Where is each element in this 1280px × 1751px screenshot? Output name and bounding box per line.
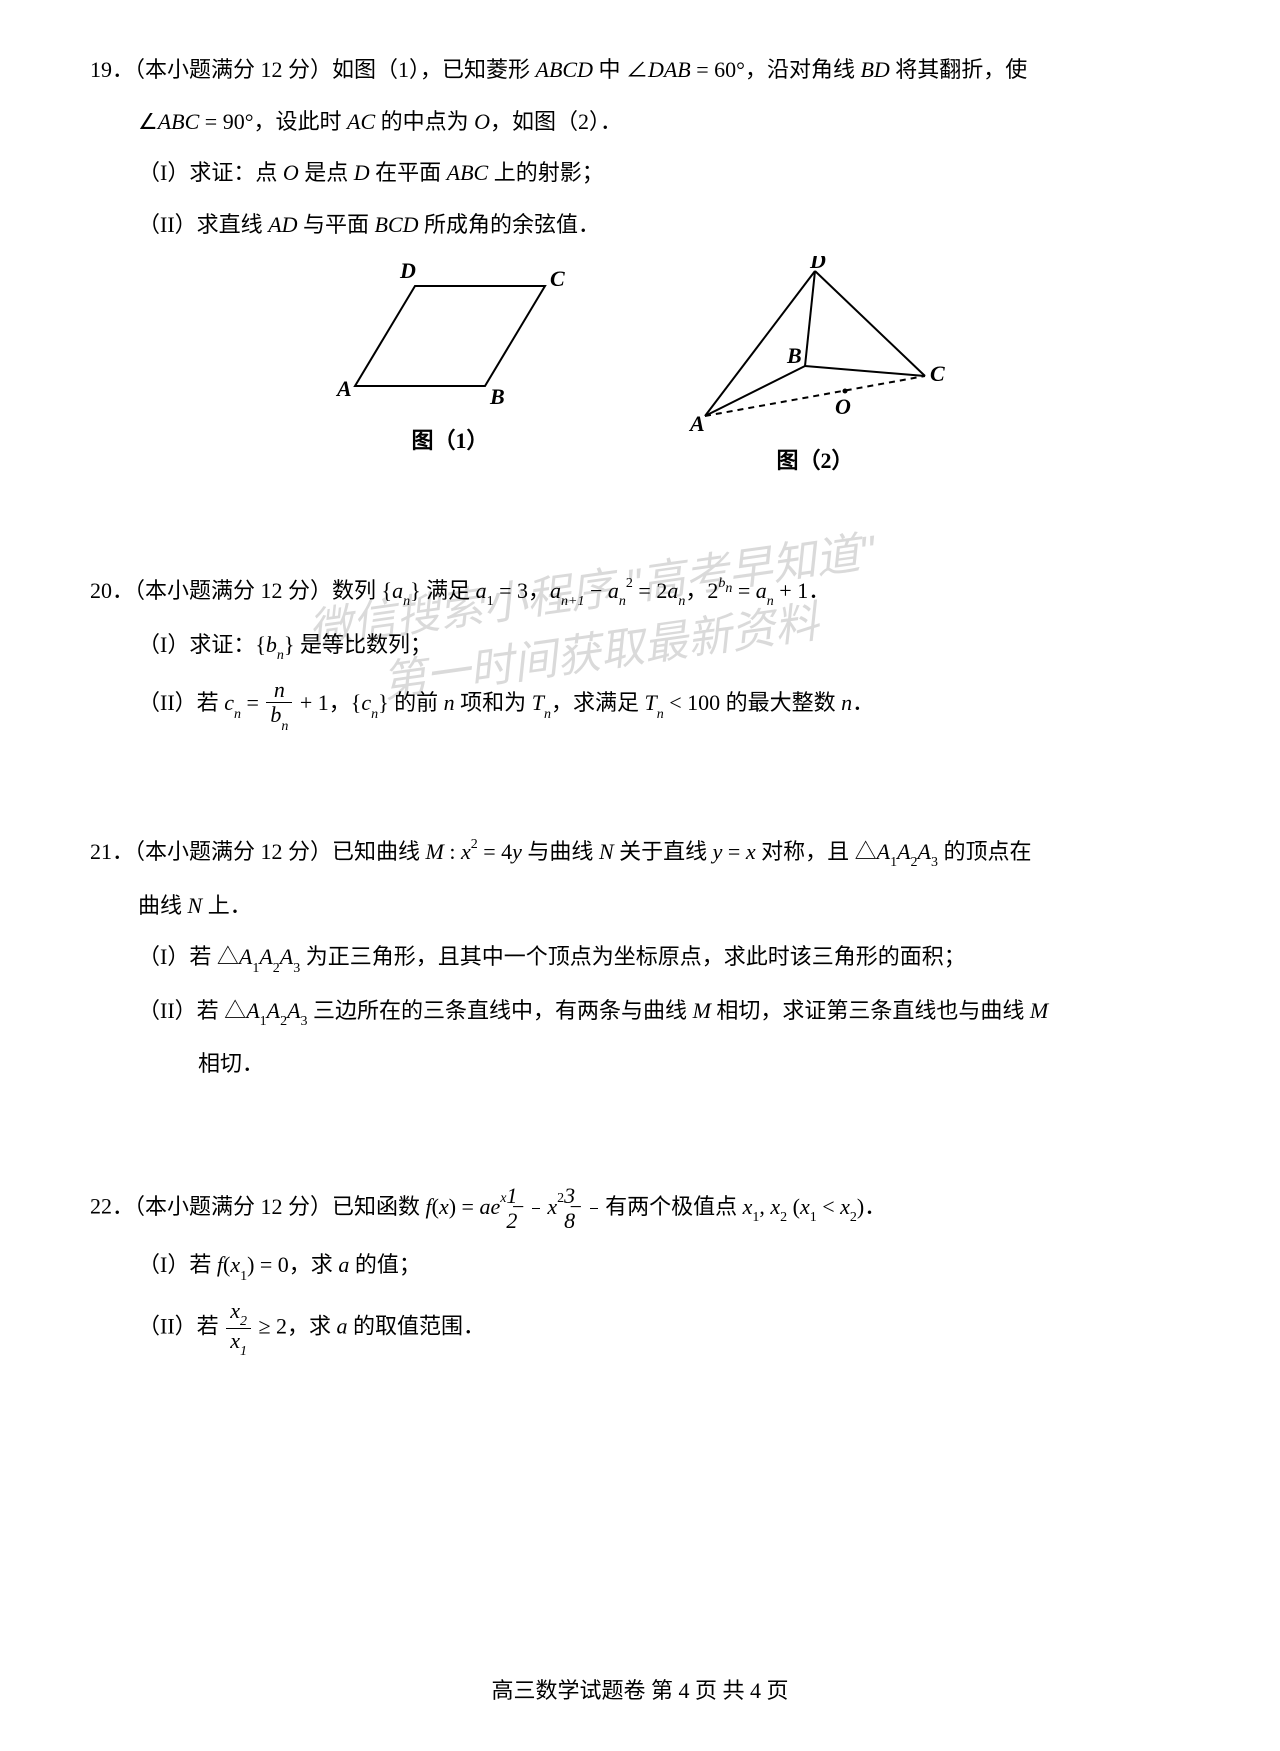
- p22-frac2-num: 3: [590, 1184, 598, 1209]
- p21-part1: （I）若 △A1A2A3 为正三角形，且其中一个顶点为坐标原点，求此时该三角形的…: [90, 937, 1190, 979]
- p20-part1: （I）求证：{bn} 是等比数列；: [90, 625, 1190, 667]
- p21-part2-line1: （II）若 △A1A2A3 三边所在的三条直线中，有两条与曲线 M 相切，求证第…: [90, 991, 1190, 1033]
- p22-frac3-den: x1: [226, 1329, 251, 1358]
- p21-part2-line2: 相切．: [90, 1044, 1190, 1084]
- problem-22: 22．（本小题满分 12 分）已知函数 f(x) = aex − 12 x2 −…: [90, 1184, 1190, 1358]
- p20-part2: （II）若 cn = nbn + 1，{cn} 的前 n 项和为 Tn，求满足 …: [90, 678, 1190, 732]
- p22-part2: （II）若 x2x1 ≥ 2，求 a 的取值范围．: [90, 1299, 1190, 1358]
- p22-header-text: ．（本小题满分 12 分）已知函数 f(x) = aex − 12 x2 − 3…: [112, 1194, 886, 1219]
- fig1-label-B: B: [489, 384, 505, 409]
- p22-part1: （I）若 f(x1) = 0，求 a 的值；: [90, 1245, 1190, 1287]
- figure-2-svg: A B C D O: [675, 256, 955, 436]
- p19-part2: （II）求直线 AD 与平面 BCD 所成角的余弦值．: [90, 205, 1190, 245]
- p22-frac1-num: 1: [532, 1184, 540, 1209]
- fig1-label-A: A: [335, 376, 352, 401]
- fig2-label-O: O: [835, 394, 851, 419]
- fig2-caption: 图（2）: [675, 441, 955, 481]
- p22-header: 22．（本小题满分 12 分）已知函数 f(x) = aex − 12 x2 −…: [90, 1184, 1190, 1233]
- problem-19: 19．（本小题满分 12 分）如图（1），已知菱形 ABCD 中 ∠DAB = …: [90, 50, 1190, 481]
- p19-number: 19: [90, 57, 112, 82]
- p19-header-text: ．（本小题满分 12 分）如图（1），已知菱形 ABCD 中 ∠DAB = 60…: [112, 57, 1027, 82]
- page-footer: 高三数学试题卷 第 4 页 共 4 页: [0, 1671, 1280, 1711]
- p19-header: 19．（本小题满分 12 分）如图（1），已知菱形 ABCD 中 ∠DAB = …: [90, 50, 1190, 90]
- fig1-caption: 图（1）: [325, 421, 575, 461]
- p21-header-text: ．（本小题满分 12 分）已知曲线 M : x2 = 4y 与曲线 N 关于直线…: [112, 839, 1031, 864]
- p19-figures: A B C D 图（1） A B C D O: [90, 256, 1190, 481]
- p20-number: 20: [90, 578, 112, 603]
- p20-frac-den: bn: [266, 703, 292, 732]
- p22-number: 22: [90, 1194, 112, 1219]
- p19-part1: （I）求证：点 O 是点 D 在平面 ABC 上的射影；: [90, 153, 1190, 193]
- figure-1-svg: A B C D: [325, 256, 575, 416]
- p19-line2: ∠ABC = 90°，设此时 AC 的中点为 O，如图（2）．: [90, 102, 1190, 142]
- p20-header: 20．（本小题满分 12 分）数列 {an} 满足 a1 = 3，an+1 − …: [90, 571, 1190, 613]
- p21-header: 21．（本小题满分 12 分）已知曲线 M : x2 = 4y 与曲线 N 关于…: [90, 832, 1190, 874]
- problem-21: 21．（本小题满分 12 分）已知曲线 M : x2 = 4y 与曲线 N 关于…: [90, 832, 1190, 1084]
- p21-line2: 曲线 N 上．: [90, 886, 1190, 926]
- p22-frac3-num: x2: [226, 1299, 251, 1329]
- p20-header-text: ．（本小题满分 12 分）数列 {an} 满足 a1 = 3，an+1 − an…: [112, 578, 830, 603]
- p22-frac2-den: 8: [590, 1209, 598, 1233]
- p22-frac1-den: 2: [532, 1209, 540, 1233]
- figure-1-block: A B C D 图（1）: [325, 256, 575, 481]
- fig2-label-D: D: [809, 256, 826, 273]
- figure-2-block: A B C D O 图（2）: [675, 256, 955, 481]
- p20-frac-num: n: [266, 678, 292, 703]
- p21-number: 21: [90, 839, 112, 864]
- problem-20: 20．（本小题满分 12 分）数列 {an} 满足 a1 = 3，an+1 − …: [90, 571, 1190, 732]
- fig2-label-A: A: [688, 411, 705, 436]
- fig1-label-D: D: [399, 258, 416, 283]
- fig2-label-B: B: [786, 343, 802, 368]
- fig1-label-C: C: [550, 266, 565, 291]
- fig2-label-C: C: [930, 361, 945, 386]
